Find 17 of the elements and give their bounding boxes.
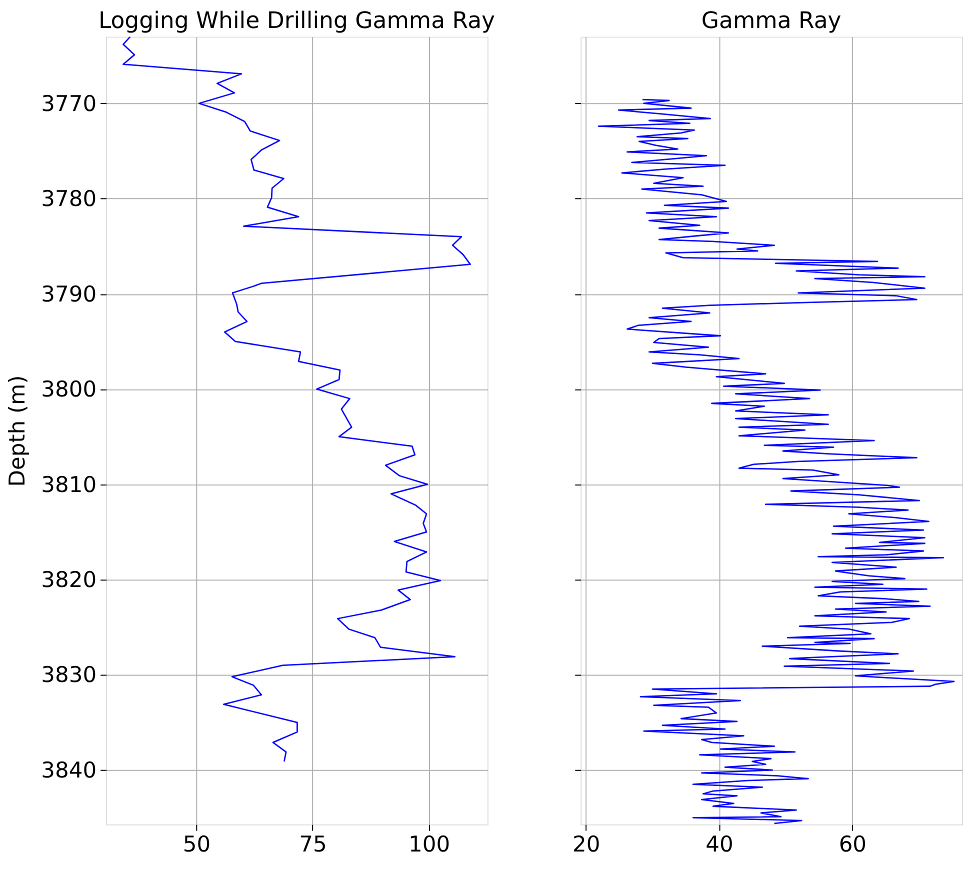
x-tick-label: 20 <box>572 832 600 858</box>
y-tick-label: 3840 <box>41 758 97 784</box>
chart-title: Logging While Drilling Gamma Ray <box>98 8 496 34</box>
y-tick-label: 3820 <box>41 568 97 594</box>
y-tick-label: 3810 <box>41 472 97 498</box>
y-tick-label: 3800 <box>41 378 97 403</box>
y-tick-label: 3830 <box>41 663 97 688</box>
x-tick-label: 100 <box>408 832 450 858</box>
y-tick-label: 3790 <box>41 282 97 308</box>
x-tick-label: 50 <box>182 832 211 858</box>
x-tick-label: 40 <box>706 832 734 858</box>
y-tick-label: 3780 <box>41 187 97 212</box>
y-axis-title: Depth (m) <box>5 375 30 487</box>
x-tick-label: 60 <box>838 832 867 858</box>
chart-title: Gamma Ray <box>701 8 842 34</box>
x-tick-label: 75 <box>299 832 327 858</box>
y-tick-label: 3770 <box>41 92 97 117</box>
